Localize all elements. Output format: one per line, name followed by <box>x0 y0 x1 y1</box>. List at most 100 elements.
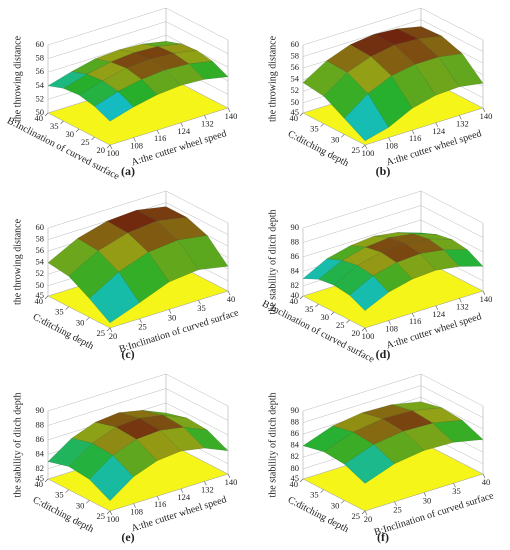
y-tick <box>65 489 69 493</box>
y-tick <box>44 478 49 483</box>
z-grid-line <box>47 373 229 412</box>
z-tick-label: 86 <box>36 434 45 444</box>
z-tick-label: 54 <box>36 257 45 267</box>
x-tick <box>227 290 231 296</box>
x-tick-label: 20 <box>109 331 118 341</box>
x-tick <box>204 481 207 486</box>
x-tick <box>423 492 427 497</box>
x-tick <box>453 483 456 488</box>
y-tick-label: 30 <box>66 129 75 139</box>
x-tick-label: 40 <box>227 294 236 304</box>
x-tick <box>133 137 136 142</box>
z-tick-label: 58 <box>36 53 45 63</box>
x-tick-label: 25 <box>138 322 147 332</box>
x-tick <box>459 115 462 120</box>
x-tick <box>109 144 113 150</box>
x-tick-label: 124 <box>177 126 191 136</box>
x-tick <box>364 327 368 333</box>
surface-patch <box>344 93 389 142</box>
y-tick-label: 25 <box>352 511 361 521</box>
y-tick-label: 30 <box>321 312 330 322</box>
z-tick-label: 88 <box>291 417 300 427</box>
y-tick <box>341 134 345 138</box>
x-tick <box>156 130 160 135</box>
x-tick <box>156 496 160 501</box>
x-tick-label: 35 <box>197 303 206 313</box>
x-tick <box>227 473 231 479</box>
x-tick-label: 116 <box>409 316 421 326</box>
surface-patch <box>94 91 134 122</box>
x-tick <box>411 130 415 135</box>
z-grid-line <box>302 205 484 243</box>
z-axis-label: the stability of ditch depth <box>267 210 278 315</box>
x-tick <box>198 300 201 305</box>
y-tick <box>106 510 111 515</box>
surface-patch <box>344 444 395 484</box>
x-tick <box>435 122 439 127</box>
x-tick <box>394 501 397 506</box>
panel-label: (f) <box>377 530 389 544</box>
z-tick-label: 52 <box>36 93 45 103</box>
x-tick-label: 116 <box>409 133 421 143</box>
x-tick <box>388 137 391 142</box>
y-tick-label: 35 <box>50 121 59 131</box>
z-tick-label: 60 <box>36 39 45 49</box>
z-tick-label: 45 <box>36 473 45 483</box>
panel-label: (e) <box>121 530 134 544</box>
panel-label: (b) <box>376 164 391 178</box>
z-tick-label: 82 <box>291 280 300 290</box>
surface-patch <box>89 271 140 324</box>
y-axis-label: C:ditching depth <box>31 312 96 352</box>
x-tick <box>364 144 368 150</box>
x-tick <box>133 503 136 508</box>
y-tick-label: 35 <box>55 490 64 500</box>
x-tick <box>388 320 391 325</box>
x-tick-label: 116 <box>154 133 166 143</box>
y-tick-label: 40 <box>35 296 44 306</box>
x-tick-label: 100 <box>362 148 375 158</box>
x-tick-label: 20 <box>364 514 373 524</box>
z-axis-label: the throwing distance <box>12 218 23 305</box>
z-tick-label: 86 <box>291 251 300 261</box>
z-axis-label: the stability of ditch depth <box>12 393 23 498</box>
z-grid-line <box>302 190 484 229</box>
z-tick-label: 82 <box>291 451 300 461</box>
z-grid-line <box>47 34 229 73</box>
z-tick-label: 45 <box>291 107 300 117</box>
y-tick <box>320 123 324 127</box>
y-tick <box>65 306 69 310</box>
y-tick <box>341 500 345 504</box>
panel-label: (d) <box>376 347 391 361</box>
z-grid-line <box>47 21 229 59</box>
x-tick <box>482 107 486 113</box>
z-tick-label: 86 <box>291 428 300 438</box>
z-tick-label: 50 <box>36 107 45 117</box>
x-tick-label: 25 <box>393 505 402 515</box>
z-tick-label: 56 <box>36 66 45 76</box>
surface-patch <box>349 275 389 311</box>
z-tick-label: 60 <box>291 39 300 49</box>
y-tick-label: 20 <box>352 328 361 338</box>
y-tick-label: 30 <box>331 500 340 510</box>
x-tick-label: 140 <box>480 111 493 121</box>
z-tick-label: 88 <box>291 236 300 246</box>
x-tick-label: 40 <box>482 477 491 487</box>
x-tick-label: 100 <box>107 514 120 524</box>
x-tick-label: 140 <box>225 477 238 487</box>
x-tick-label: 30 <box>168 312 177 322</box>
y-tick-label: 30 <box>76 317 85 327</box>
y-tick <box>320 489 324 493</box>
x-tick-label: 108 <box>130 141 143 151</box>
x-tick-label: 132 <box>201 484 214 494</box>
z-grid-line <box>302 19 484 57</box>
y-tick <box>330 311 335 316</box>
y-tick-label: 25 <box>81 137 90 147</box>
x-tick-label: 132 <box>201 118 214 128</box>
x-tick-label: 108 <box>130 507 143 517</box>
y-tick <box>106 327 111 332</box>
x-tick-label: 108 <box>385 324 398 334</box>
y-tick <box>315 303 319 308</box>
